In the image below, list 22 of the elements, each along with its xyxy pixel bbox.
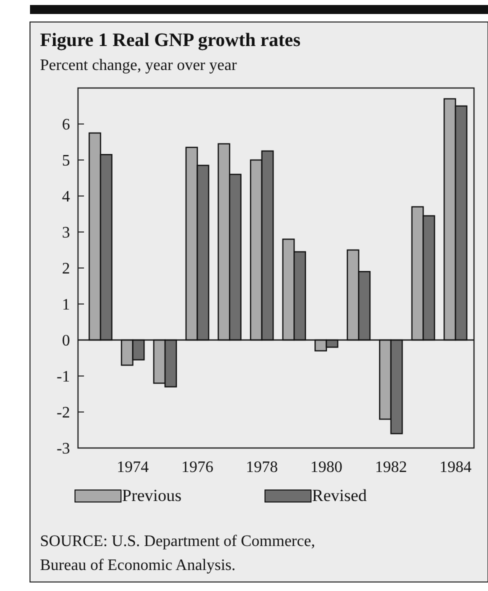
- y-tick-label: -2: [56, 404, 70, 422]
- y-tick-label: 2: [62, 260, 70, 278]
- legend-label: Previous: [122, 486, 182, 505]
- x-tick-label: 1980: [310, 459, 342, 476]
- y-tick-label: 1: [62, 296, 70, 314]
- x-tick-label: 1974: [116, 459, 149, 476]
- text: Bureau of Economic Analysis.: [40, 557, 236, 574]
- source-note: SOURCE: U.S. Department of Commerce,: [40, 533, 316, 550]
- y-tick-label: 0: [62, 332, 70, 350]
- x-tick-label: 1976: [181, 459, 214, 476]
- y-tick-label: 3: [62, 224, 70, 242]
- legend-label: Revised: [312, 486, 368, 505]
- y-tick-label: 5: [62, 152, 70, 170]
- x-tick-label: 1984: [439, 459, 472, 476]
- y-tick-label: 6: [62, 116, 70, 134]
- y-tick-label: -1: [56, 368, 70, 386]
- y-tick-label: 4: [62, 188, 70, 206]
- chart-title: Figure 1 Real GNP growth rates: [40, 30, 301, 51]
- chart-subtitle: Percent change, year over year: [40, 57, 238, 74]
- y-tick-label: -3: [56, 440, 70, 458]
- x-tick-label: 1978: [246, 459, 278, 476]
- x-tick-label: 1982: [374, 459, 407, 476]
